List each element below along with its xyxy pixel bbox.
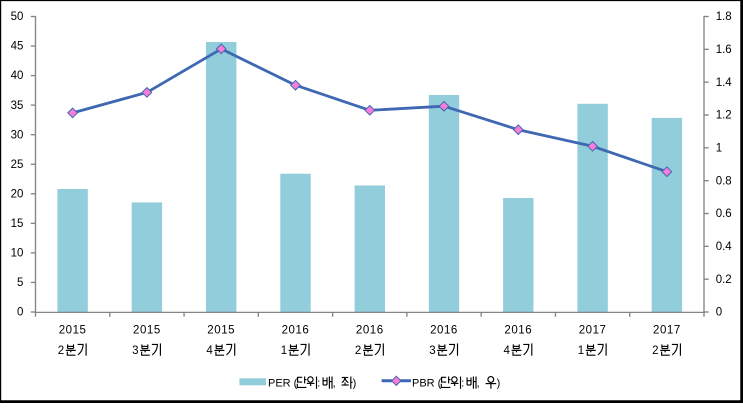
svg-text:2016: 2016 [504,325,532,337]
svg-text:0.4: 0.4 [716,241,733,253]
svg-text:2016: 2016 [356,325,384,337]
svg-text:1: 1 [578,345,584,357]
svg-text:3: 3 [132,345,138,357]
svg-text:2017: 2017 [653,325,681,337]
svg-text:35: 35 [11,100,24,112]
svg-text:10: 10 [11,248,24,260]
svg-text:2016: 2016 [282,325,310,337]
svg-text:2017: 2017 [579,325,607,337]
svg-text:2: 2 [58,345,64,357]
svg-text:1.4: 1.4 [716,77,733,89]
svg-text:2: 2 [652,345,658,357]
svg-text:1.2: 1.2 [716,110,732,122]
svg-text:30: 30 [11,129,24,141]
svg-text:2016: 2016 [430,325,458,337]
svg-text:0.2: 0.2 [716,274,732,286]
svg-text:0.6: 0.6 [716,208,732,220]
svg-text:): ) [353,378,357,390]
svg-text:3: 3 [429,345,435,357]
svg-text:25: 25 [11,159,24,171]
svg-text:1: 1 [281,345,287,357]
svg-text:4: 4 [504,345,511,357]
svg-text:5: 5 [17,277,23,289]
svg-text:2015: 2015 [133,325,161,337]
svg-text:4: 4 [206,345,213,357]
svg-text:2: 2 [355,345,361,357]
svg-text:45: 45 [11,41,24,53]
svg-text:2015: 2015 [207,325,235,337]
svg-text:,: , [333,378,336,390]
svg-text:,: , [477,378,480,390]
svg-text:0.8: 0.8 [716,175,732,187]
svg-text:40: 40 [11,70,24,82]
svg-text:): ) [497,378,501,390]
svg-text:20: 20 [11,188,24,200]
svg-text:PBR (: PBR ( [412,378,442,390]
svg-text::: : [461,378,464,390]
svg-text:1.6: 1.6 [716,44,732,56]
svg-text:1: 1 [716,142,722,154]
svg-text:50: 50 [11,11,24,23]
svg-text:0: 0 [716,307,722,319]
svg-text:15: 15 [11,218,24,230]
svg-text:PER (: PER ( [268,378,298,390]
svg-text:0: 0 [17,307,23,319]
svg-text:2015: 2015 [59,325,87,337]
svg-text::: : [317,378,320,390]
svg-text:1.8: 1.8 [716,11,732,23]
